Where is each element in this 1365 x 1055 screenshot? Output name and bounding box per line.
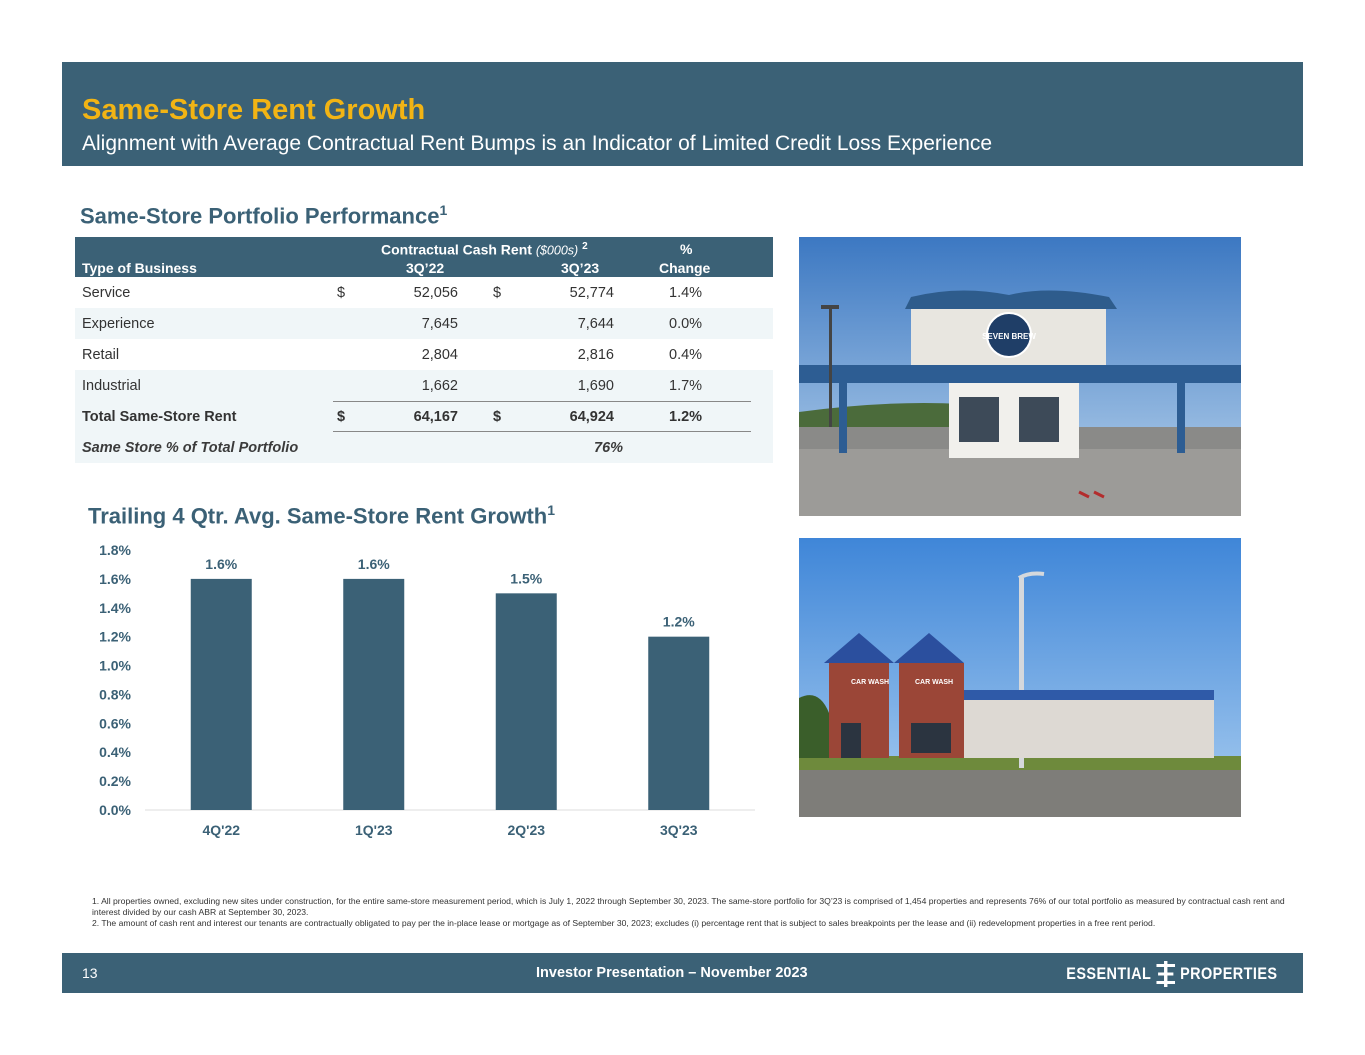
footnote-ref: 1 [439, 202, 448, 218]
row-value-1: 7,645 [421, 316, 458, 332]
header-type: Type of Business [82, 260, 197, 276]
data-label: 1.6% [205, 556, 237, 572]
same-store-label: Same Store % of Total Portfolio [82, 440, 299, 456]
same-store-value: 76% [594, 440, 624, 456]
x-tick-label: 4Q'22 [202, 822, 240, 838]
table-header: Type of Business Contractual Cash Rent (… [75, 237, 773, 277]
table-section-title-text: Same-Store Portfolio Performance [80, 203, 440, 229]
x-tick-label: 1Q'23 [355, 822, 393, 838]
bar [495, 593, 557, 810]
y-tick-label: 0.6% [99, 715, 131, 731]
header-pct-bottom: Change [659, 260, 711, 276]
row-value-2: 1,690 [577, 378, 614, 394]
header-group-sup: 2 [582, 241, 588, 252]
y-tick-label: 0.2% [99, 773, 131, 789]
row-pct: 1.4% [669, 285, 703, 301]
row-type: Service [82, 285, 131, 301]
footnote-2: 2. The amount of cash rent and interest … [92, 918, 1156, 928]
header-banner: Same-Store Rent Growth Alignment with Av… [62, 62, 1303, 166]
row-pct: 1.7% [669, 378, 703, 394]
row-type: Industrial [82, 378, 141, 394]
total-pct: 1.2% [669, 409, 703, 425]
footnotes: 1. All properties owned, excluding new s… [92, 896, 1292, 929]
table-row: Industrial 1,662 1,690 1.7% [75, 370, 773, 401]
bar [343, 578, 405, 810]
photo-sign-text: SEVEN BREW [982, 332, 1036, 341]
same-store-row: Same Store % of Total Portfolio 76% [75, 432, 773, 463]
total-value-2: 64,924 [569, 409, 614, 425]
x-tick-label: 2Q'23 [507, 822, 545, 838]
y-tick-label: 1.2% [99, 629, 131, 645]
data-label: 1.6% [358, 556, 390, 572]
rent-growth-bar-chart: 0.0% 0.2% 0.4% 0.6% 0.8% 1.0% 1.2% 1.4% 1.6% 1.8%… [99, 542, 755, 838]
page-subtitle: Alignment with Average Contractual Rent … [82, 132, 993, 155]
row-pct: 0.0% [669, 316, 703, 332]
table-row: Retail 2,804 2,816 0.4% [75, 339, 773, 370]
header-group-unit: ($000s) [535, 243, 579, 258]
logo-text-left: ESSENTIAL [1065, 964, 1151, 983]
row-type: Experience [82, 316, 155, 332]
performance-table: Type of Business Contractual Cash Rent (… [75, 237, 773, 463]
total-value-1: 64,167 [413, 409, 458, 425]
header-col1: 3Q’22 [406, 260, 445, 276]
row-value-1: 1,662 [421, 378, 458, 394]
total-top-rule [333, 401, 751, 402]
page-title: Same-Store Rent Growth [82, 94, 426, 126]
row-type: Retail [82, 347, 120, 363]
y-tick-label: 0.4% [99, 744, 131, 760]
company-logo: ESSENTIAL PROPERTIES [1065, 961, 1277, 987]
footer-bar: 13 Investor Presentation – November 2023… [62, 953, 1303, 993]
footnote-1: 1. All properties owned, excluding new s… [92, 896, 1285, 917]
logo-mark-icon [1155, 961, 1175, 987]
total-currency-2: $ [493, 409, 502, 425]
row-currency-2: $ [493, 285, 502, 301]
photo-seven-brew: SEVEN BREW [799, 237, 1241, 516]
total-currency-1: $ [337, 409, 346, 425]
footer-center-text: Investor Presentation – November 2023 [536, 965, 808, 981]
table-row: Experience 7,645 7,644 0.0% [75, 308, 773, 339]
y-tick-label: 1.6% [99, 571, 131, 587]
row-pct: 0.4% [669, 347, 703, 363]
row-value-1: 2,804 [421, 347, 458, 363]
chart-section-title: Trailing 4 Qtr. Avg. Same-Store Rent Gro… [88, 502, 555, 529]
header-group: Contractual Cash Rent ($000s) 2 [381, 241, 588, 258]
page-number: 13 [82, 965, 98, 981]
photo-sign-text-left: CAR WASH [851, 679, 889, 686]
table-section-title: Same-Store Portfolio Performance1 [80, 202, 447, 229]
y-tick-label: 0.8% [99, 686, 131, 702]
table-row: Service $ 52,056 $ 52,774 1.4% [75, 277, 773, 308]
total-bottom-rule [333, 431, 751, 432]
row-value-2: 52,774 [569, 285, 614, 301]
row-value-1: 52,056 [413, 285, 458, 301]
footnote-ref: 1 [547, 502, 556, 518]
row-value-2: 2,816 [577, 347, 614, 363]
logo-text-right: PROPERTIES [1179, 964, 1277, 983]
bar [190, 578, 252, 810]
header-group-label: Contractual Cash Rent [381, 241, 532, 258]
photo-car-wash: CAR WASH CAR WASH [799, 538, 1241, 817]
header-pct-top: % [680, 241, 693, 257]
row-value-2: 7,644 [577, 316, 614, 332]
total-type: Total Same-Store Rent [82, 409, 237, 425]
y-tick-label: 1.4% [99, 600, 131, 616]
total-row: Total Same-Store Rent $ 64,167 $ 64,924 … [75, 401, 773, 432]
y-tick-label: 0.0% [99, 802, 131, 818]
y-tick-label: 1.0% [99, 658, 131, 674]
y-tick-label: 1.8% [99, 542, 131, 558]
x-tick-label: 3Q'23 [660, 822, 698, 838]
bar [648, 636, 710, 810]
row-currency-1: $ [337, 285, 346, 301]
header-col2: 3Q’23 [561, 260, 600, 276]
photo-sign-text-right: CAR WASH [915, 679, 953, 686]
data-label: 1.5% [510, 570, 542, 586]
data-label: 1.2% [663, 614, 695, 630]
chart-section-title-text: Trailing 4 Qtr. Avg. Same-Store Rent Gro… [88, 503, 548, 529]
